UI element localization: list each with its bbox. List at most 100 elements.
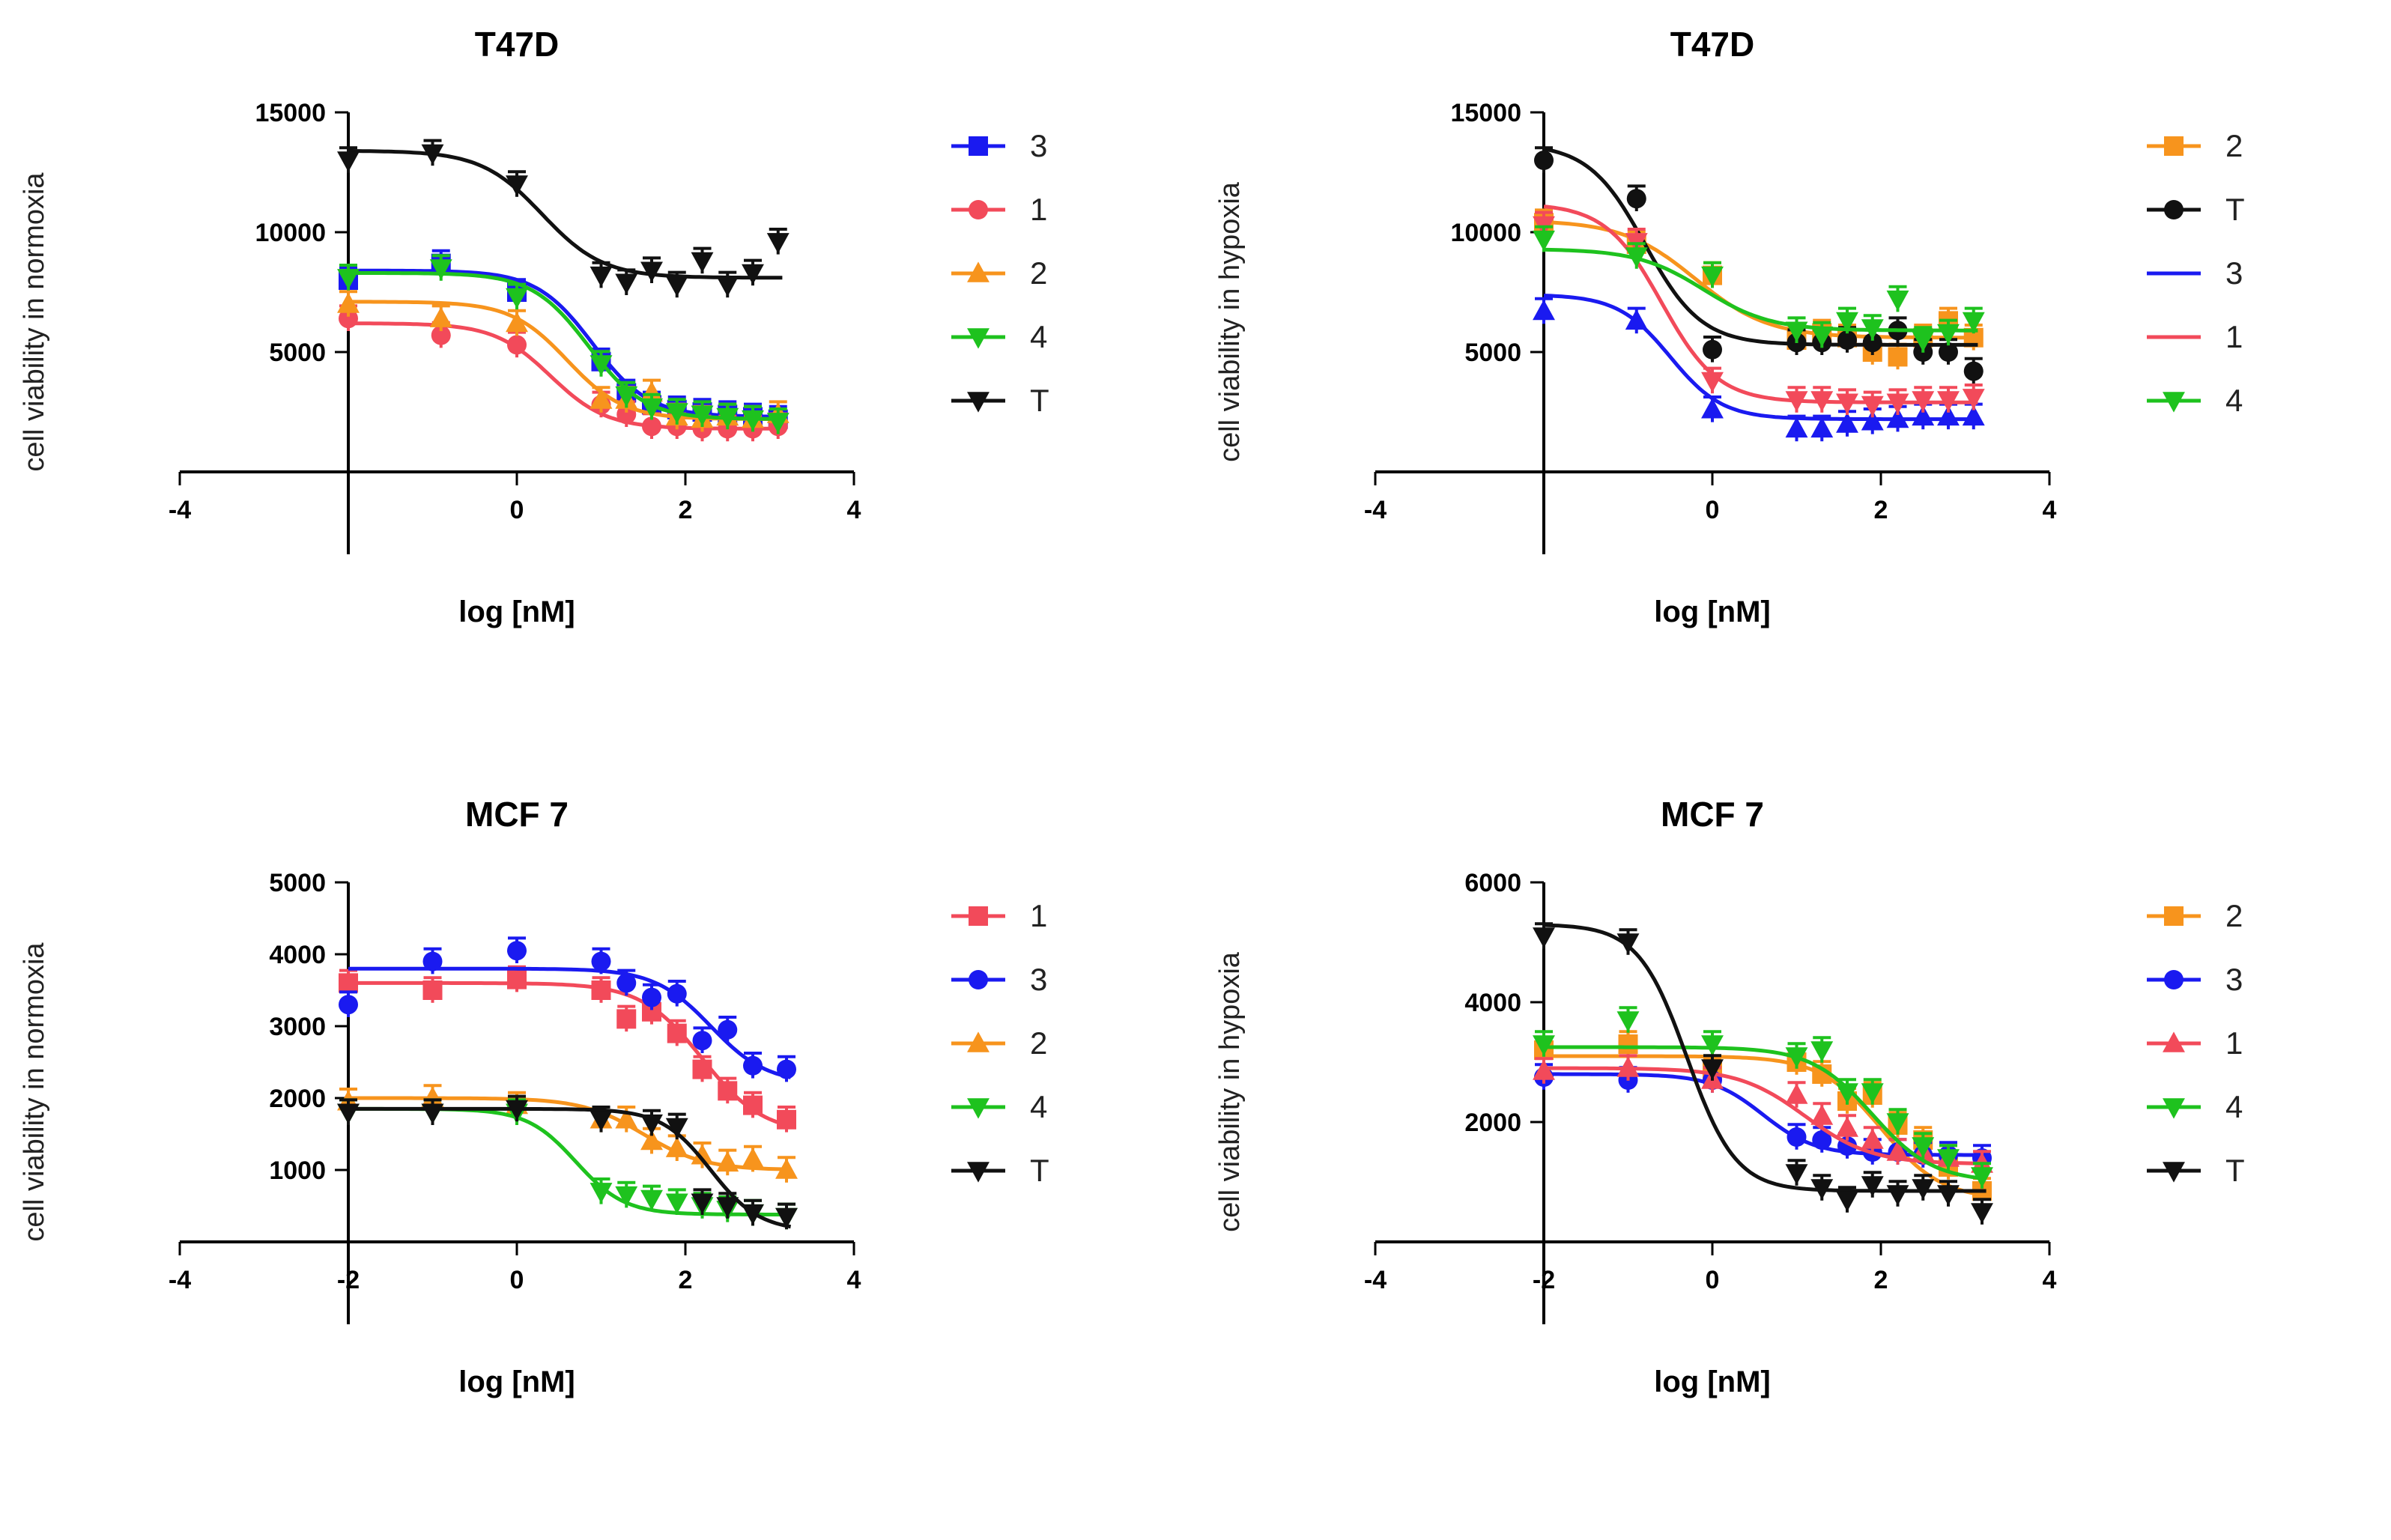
legend-marker bbox=[967, 261, 990, 282]
data-point-1 bbox=[339, 973, 358, 993]
x-tick-label: -4 bbox=[169, 1266, 191, 1294]
series-1 bbox=[1533, 204, 1985, 418]
legend-item-4: 4 bbox=[2147, 383, 2243, 418]
legend-item-3: 3 bbox=[2147, 962, 2243, 997]
data-point-3 bbox=[1625, 309, 1648, 330]
data-point-3 bbox=[1812, 1130, 1832, 1150]
data-point-1 bbox=[692, 1059, 712, 1079]
data-point-3 bbox=[422, 951, 443, 971]
data-point-1 bbox=[1962, 389, 1985, 410]
legend-marker bbox=[967, 1162, 990, 1183]
data-point-2 bbox=[590, 388, 613, 409]
fit-curve-T bbox=[348, 1106, 792, 1229]
data-point-4 bbox=[1701, 266, 1724, 288]
data-point-T bbox=[1533, 927, 1555, 948]
legend-marker bbox=[2164, 136, 2184, 156]
data-point-4 bbox=[1836, 312, 1858, 333]
data-point-1 bbox=[777, 1109, 796, 1130]
data-point-T bbox=[1836, 1191, 1858, 1212]
data-point-T bbox=[506, 175, 528, 196]
fit-curve-3 bbox=[348, 966, 792, 1079]
legend-label: 1 bbox=[2225, 319, 2243, 354]
chart-t47d-normoxia-svg: T47D -4 0 2 4 5000 10000 15000 log [nM] cell viab… bbox=[19, 25, 1049, 628]
data-point-2 bbox=[716, 1151, 739, 1172]
data-point-4 bbox=[1616, 1011, 1640, 1032]
fit-curve-2 bbox=[1544, 1054, 1987, 1198]
legend-label: 4 bbox=[2225, 1089, 2243, 1124]
data-point-3 bbox=[1785, 416, 1808, 438]
y-tick-label: 15000 bbox=[255, 99, 326, 127]
data-point-T bbox=[1534, 151, 1554, 170]
data-point-T bbox=[1937, 1185, 1960, 1206]
data-point-4 bbox=[337, 269, 360, 290]
data-point-1 bbox=[1533, 1059, 1555, 1080]
legend-label: 1 bbox=[1030, 898, 1047, 933]
y-tick-label: 10000 bbox=[255, 219, 326, 247]
legend-marker bbox=[2164, 200, 2184, 219]
data-point-T bbox=[766, 233, 790, 254]
data-point-3 bbox=[777, 1059, 796, 1079]
legend-label: 4 bbox=[1030, 1089, 1047, 1124]
data-point-2 bbox=[691, 1144, 714, 1165]
legend-item-1: 1 bbox=[2147, 319, 2243, 354]
legend-label: 1 bbox=[2225, 1025, 2243, 1061]
chart-t47d-normoxia: T47D -4 0 2 4 5000 10000 15000 log [nM] cell viab… bbox=[0, 0, 1196, 770]
y-axis-label: cell viability in normoxia bbox=[19, 942, 50, 1242]
data-point-4 bbox=[1861, 319, 1884, 340]
data-point-3 bbox=[692, 1031, 712, 1051]
legend-item-3: 3 bbox=[2147, 255, 2243, 291]
data-point-4 bbox=[1701, 1035, 1724, 1056]
data-point-4 bbox=[691, 405, 714, 426]
data-point-1 bbox=[667, 1023, 687, 1043]
data-point-T bbox=[1626, 189, 1646, 209]
legend-marker bbox=[969, 970, 988, 989]
chart-t47d-hypoxia: T47D -4 0 2 4 5000 10000 15000 log [nM] cell viab… bbox=[1196, 0, 2391, 770]
legend-item-2: 2 bbox=[951, 255, 1047, 291]
data-point-T bbox=[1963, 361, 1984, 381]
data-point-1 bbox=[507, 969, 527, 989]
data-point-2 bbox=[1618, 1034, 1638, 1054]
legend-label: 2 bbox=[2225, 128, 2243, 163]
legend-marker bbox=[2163, 1098, 2185, 1119]
data-point-1 bbox=[1810, 391, 1834, 412]
data-point-4 bbox=[1810, 1041, 1834, 1062]
data-point-3 bbox=[1787, 1127, 1807, 1147]
x-axis-label: log [nM] bbox=[458, 1365, 575, 1398]
data-point-3 bbox=[743, 1055, 763, 1076]
legend-marker bbox=[967, 1031, 990, 1052]
data-point-4 bbox=[1886, 1113, 1909, 1134]
data-point-3 bbox=[642, 987, 661, 1007]
data-point-T bbox=[640, 1114, 663, 1136]
data-point-T bbox=[1785, 1164, 1808, 1185]
fit-curve-4 bbox=[1543, 247, 1978, 333]
data-point-4 bbox=[590, 355, 613, 376]
chart-title: T47D bbox=[1670, 25, 1754, 64]
legend-item-4: 4 bbox=[951, 1089, 1047, 1124]
data-point-1 bbox=[591, 980, 611, 1000]
data-point-4 bbox=[1912, 1137, 1935, 1158]
legend-marker bbox=[969, 906, 988, 926]
legend-marker bbox=[967, 328, 990, 349]
legend-marker bbox=[967, 392, 990, 413]
data-point-T bbox=[665, 1118, 688, 1139]
y-axis-label: cell viability in hypoxia bbox=[1214, 181, 1246, 462]
legend-item-1: 1 bbox=[2147, 1025, 2243, 1061]
y-tick-label: 6000 bbox=[1464, 869, 1521, 897]
chart-title: MCF 7 bbox=[1661, 795, 1764, 834]
legend-label: 4 bbox=[1030, 319, 1047, 354]
data-point-2 bbox=[1963, 327, 1984, 348]
series-4 bbox=[337, 254, 790, 434]
data-point-T bbox=[590, 266, 613, 288]
fit-curve-2 bbox=[1543, 219, 1978, 340]
data-point-1 bbox=[422, 980, 443, 1000]
data-point-T bbox=[1862, 333, 1882, 353]
y-tick-label: 2000 bbox=[1464, 1109, 1521, 1137]
data-point-T bbox=[421, 1103, 444, 1124]
x-axis-label: log [nM] bbox=[1654, 1365, 1771, 1398]
data-point-3 bbox=[1533, 300, 1555, 321]
series-T bbox=[337, 139, 790, 298]
chart-mcf7-normoxia: MCF 7 -4 -2 0 2 4 1000 2000 3000 4000 5000 log [nM]… bbox=[0, 770, 1196, 1540]
data-point-2 bbox=[615, 1108, 638, 1129]
legend-item-4: 4 bbox=[951, 319, 1047, 354]
data-point-T bbox=[337, 151, 360, 172]
